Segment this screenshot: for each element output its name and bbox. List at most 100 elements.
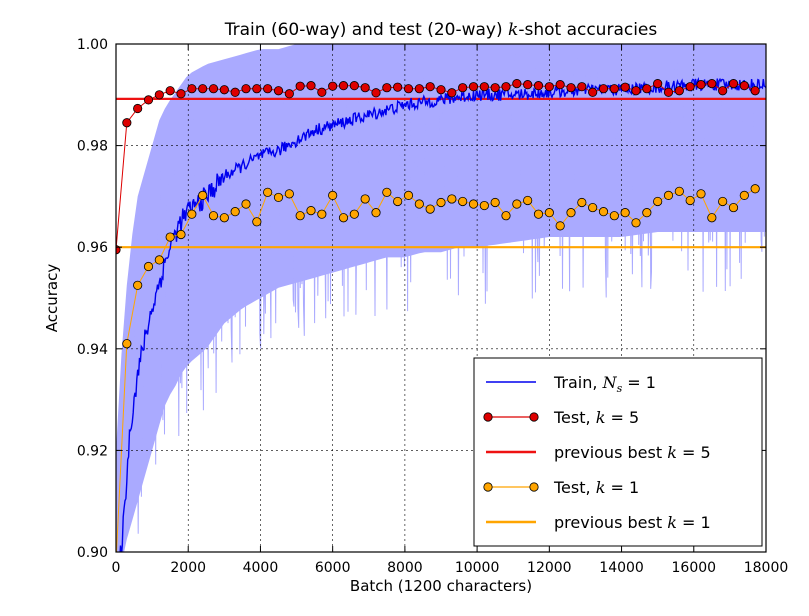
legend-marker — [483, 482, 493, 492]
legend-entry: Test, k = 1 — [483, 478, 639, 497]
test-k1-point — [674, 186, 684, 196]
test-k5-point — [208, 84, 219, 94]
test-k5-point — [176, 89, 186, 99]
legend-entry: Train, Ns = 1 — [486, 373, 656, 395]
test-k1-point — [187, 209, 197, 219]
test-k1-point — [501, 211, 511, 221]
x-tick-label: 6000 — [315, 560, 351, 576]
test-k5-point — [425, 82, 435, 92]
test-k1-point — [382, 187, 392, 197]
test-k5-point — [273, 86, 284, 96]
test-k5-point — [750, 86, 760, 96]
test-k1-point — [393, 196, 403, 207]
test-k5-point — [198, 84, 208, 94]
test-k5-point — [696, 80, 706, 90]
test-k1-point — [750, 184, 760, 194]
test-k5-point — [707, 79, 717, 89]
legend-box — [473, 357, 763, 547]
test-k1-point — [598, 207, 609, 217]
legend-label: previous best k = 1 — [554, 513, 711, 532]
test-k5-point — [382, 83, 392, 93]
test-k5-point — [143, 95, 154, 105]
test-k1-point — [317, 209, 327, 219]
test-k1-point — [739, 190, 749, 200]
legend-label: Test, k = 1 — [553, 478, 639, 497]
test-k5-point — [642, 84, 652, 94]
test-k1-point — [241, 199, 251, 209]
test-k5-point — [458, 83, 468, 93]
test-k5-point — [295, 81, 305, 91]
legend-entry: previous best k = 1 — [486, 513, 711, 532]
test-k5-point — [371, 88, 381, 98]
test-k5-point — [609, 84, 619, 94]
test-k1-point — [338, 213, 349, 223]
test-k5-point — [154, 90, 164, 100]
x-tick-label: 2000 — [170, 560, 206, 576]
test-k1-point — [349, 209, 359, 219]
test-k1-point — [468, 199, 479, 209]
test-k1-point — [295, 211, 305, 221]
test-k5-point — [338, 81, 349, 91]
test-k5-point — [219, 85, 229, 95]
x-tick-label: 4000 — [243, 560, 279, 576]
test-k1-point — [165, 232, 175, 242]
test-k5-point — [577, 82, 587, 92]
test-k5-point — [555, 80, 565, 90]
y-tick-label: 0.94 — [77, 342, 108, 358]
test-k5-point — [653, 79, 663, 89]
test-k5-point — [122, 118, 132, 128]
test-k5-point — [588, 87, 598, 97]
test-k5-point — [490, 83, 500, 93]
test-k1-point — [642, 208, 652, 218]
test-k5-point — [447, 88, 457, 98]
y-tick-label: 0.92 — [77, 443, 108, 459]
test-k1-point — [306, 206, 316, 216]
test-k1-point — [403, 190, 414, 200]
test-k5-point — [501, 82, 511, 92]
legend-marker — [483, 412, 493, 422]
test-k1-point — [696, 189, 706, 199]
y-tick-label: 0.90 — [77, 545, 108, 561]
test-k5-point — [674, 86, 684, 96]
x-tick-label: 12000 — [527, 560, 572, 576]
test-k1-point — [458, 196, 468, 207]
test-k5-point — [252, 84, 262, 94]
test-k1-point — [198, 190, 208, 200]
test-k5-point — [360, 83, 370, 93]
test-k5-point — [566, 83, 576, 93]
y-tick-label: 0.98 — [77, 139, 108, 155]
test-k5-point — [317, 87, 327, 97]
y-tick-label: 0.96 — [77, 240, 108, 256]
x-tick-label: 14000 — [599, 560, 644, 576]
test-k1-point — [371, 208, 381, 218]
test-k1-point — [663, 190, 674, 200]
test-k5-point — [685, 82, 695, 92]
test-k1-point — [414, 199, 424, 209]
test-k1-point — [425, 204, 435, 214]
test-k1-point — [588, 202, 598, 213]
test-k5-point — [631, 86, 641, 96]
test-k5-point — [349, 81, 359, 91]
test-k5-point — [284, 89, 294, 99]
test-k1-point — [620, 208, 630, 218]
train-noise-band — [116, 44, 766, 552]
test-k1-point — [263, 187, 273, 197]
test-k1-point — [252, 217, 262, 227]
test-k5-point — [512, 79, 522, 89]
legend-entry: previous best k = 5 — [486, 443, 711, 462]
x-tick-label: 10000 — [455, 560, 500, 576]
test-k1-point — [577, 197, 587, 208]
test-k5-point — [263, 84, 273, 94]
x-tick-label: 18000 — [744, 560, 789, 576]
test-k5-point — [230, 87, 240, 97]
test-k5-point — [393, 82, 403, 92]
test-k1-point — [707, 213, 717, 223]
test-k1-point — [479, 200, 489, 211]
test-k1-point — [208, 211, 219, 221]
train-band-noise — [117, 44, 766, 552]
axes-frame — [115, 43, 767, 553]
test-k5-point — [544, 82, 554, 92]
test-k1-point — [230, 207, 240, 217]
test-k5-point — [133, 103, 143, 114]
